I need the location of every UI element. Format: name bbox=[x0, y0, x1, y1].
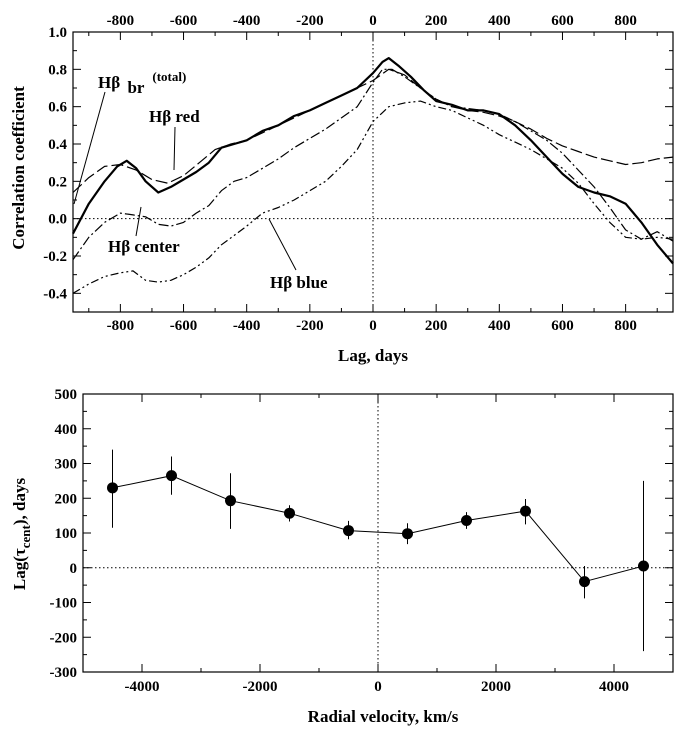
y-tick-label: -0.4 bbox=[43, 286, 67, 302]
x-tick-label-top: -200 bbox=[296, 13, 324, 29]
x-tick-label: -4000 bbox=[125, 679, 160, 695]
series-line-1 bbox=[72, 68, 674, 193]
lag-velocity-panel: -4000 -2000 0 2000 4000 -300 -200 -100 0 100 200 30… bbox=[10, 387, 674, 726]
data-point bbox=[166, 470, 177, 482]
y-tick-label: 1.0 bbox=[48, 25, 67, 41]
y-tick-label: 100 bbox=[55, 526, 78, 542]
annotation-leader-total bbox=[73, 91, 106, 205]
series-line-2 bbox=[72, 68, 674, 261]
y-axis-title-end: ), days bbox=[10, 478, 29, 526]
reference-lines bbox=[73, 32, 673, 312]
plot-frame bbox=[72, 31, 674, 313]
plot-frame bbox=[82, 393, 674, 673]
series-line-0 bbox=[72, 56, 674, 265]
x-tick-label-top: -800 bbox=[107, 13, 135, 29]
y-tick-label: 0.8 bbox=[48, 62, 67, 78]
x-tick-label-top: -600 bbox=[170, 13, 198, 29]
y-tick-label: 500 bbox=[55, 387, 78, 403]
annotation-leader-blue bbox=[268, 218, 297, 271]
x-tick-label-bottom: -600 bbox=[170, 318, 198, 334]
correlation-panel: -800 -800 -600 -600 -400 -400 -200 -200 0 0 200 200… bbox=[9, 13, 674, 365]
x-tick-label-top: 600 bbox=[551, 13, 574, 29]
x-axis-title: Radial velocity, km/s bbox=[308, 707, 459, 726]
series-lines bbox=[72, 56, 674, 294]
data-point bbox=[225, 495, 236, 507]
y-tick-label: 0.2 bbox=[48, 174, 67, 190]
annotation-leader-red bbox=[173, 126, 176, 171]
x-tick-label-bottom: -800 bbox=[107, 318, 135, 334]
reference-lines bbox=[83, 394, 673, 672]
data-point bbox=[402, 528, 413, 540]
annotation-hbeta-br-total: Hβ br (total) bbox=[98, 69, 186, 97]
x-tick-label: 2000 bbox=[481, 679, 511, 695]
tick-marks bbox=[73, 31, 673, 313]
data-point bbox=[638, 560, 649, 572]
series-line-3 bbox=[72, 100, 674, 294]
annotation-leader-center bbox=[135, 206, 142, 237]
x-tick-label-top: -400 bbox=[233, 13, 261, 29]
y-tick-label: 0 bbox=[70, 561, 78, 577]
annotation-hbeta-blue: Hβ blue bbox=[270, 273, 328, 292]
y-axis-title: Correlation coefficient bbox=[9, 86, 28, 250]
y-axis-title: Lag(τcent), days bbox=[10, 478, 33, 591]
x-tick-label-bottom: 0 bbox=[369, 318, 377, 334]
x-tick-label-bottom: -200 bbox=[296, 318, 324, 334]
y-tick-label: -100 bbox=[50, 596, 78, 612]
data-point bbox=[579, 576, 590, 588]
y-tick-label: 0.0 bbox=[48, 212, 67, 228]
annotation-hbeta-red: Hβ red bbox=[149, 107, 200, 126]
data-points bbox=[107, 449, 649, 652]
x-tick-label-top: 0 bbox=[369, 13, 377, 29]
data-point bbox=[284, 507, 295, 519]
x-axis-title: Lag, days bbox=[338, 346, 408, 365]
x-tick-label-bottom: -400 bbox=[233, 318, 261, 334]
x-tick-label-top: 200 bbox=[425, 13, 448, 29]
x-tick-label: -2000 bbox=[243, 679, 278, 695]
data-point bbox=[461, 514, 472, 526]
y-tick-label: -300 bbox=[50, 665, 78, 681]
data-point bbox=[520, 505, 531, 517]
y-tick-label: 0.4 bbox=[48, 137, 67, 153]
annotation-hbeta-br-main: Hβ bbox=[98, 73, 120, 92]
x-tick-label-top: 400 bbox=[488, 13, 511, 29]
annotation-hbeta-br-sup: (total) bbox=[152, 69, 186, 84]
connecting-line bbox=[112, 475, 644, 583]
x-tick-label-bottom: 800 bbox=[614, 318, 637, 334]
y-axis-title-sub: cent bbox=[18, 524, 33, 548]
x-tick-label: 4000 bbox=[599, 679, 629, 695]
y-tick-label: 0.6 bbox=[48, 100, 67, 116]
data-point bbox=[107, 482, 118, 494]
y-tick-label: 200 bbox=[55, 491, 78, 507]
y-tick-label: 400 bbox=[55, 422, 78, 438]
x-tick-label-bottom: 600 bbox=[551, 318, 574, 334]
data-point bbox=[343, 525, 354, 537]
annotation-hbeta-br-sub: br bbox=[127, 78, 144, 97]
x-tick-label-bottom: 400 bbox=[488, 318, 511, 334]
x-tick-label-bottom: 200 bbox=[425, 318, 448, 334]
x-tick-label-top: 800 bbox=[614, 13, 637, 29]
y-tick-label: -0.2 bbox=[43, 249, 67, 265]
y-axis-title-main: Lag(τ bbox=[10, 548, 29, 590]
annotation-hbeta-center: Hβ center bbox=[108, 237, 180, 256]
x-tick-label: 0 bbox=[374, 679, 382, 695]
tick-labels: -4000 -2000 0 2000 4000 -300 -200 -100 0 100 200 30… bbox=[50, 387, 630, 695]
y-tick-label: -200 bbox=[50, 630, 78, 646]
tick-labels: -800 -800 -600 -600 -400 -400 -200 -200 0 0 200 200… bbox=[43, 13, 637, 334]
y-tick-label: 300 bbox=[55, 457, 78, 473]
